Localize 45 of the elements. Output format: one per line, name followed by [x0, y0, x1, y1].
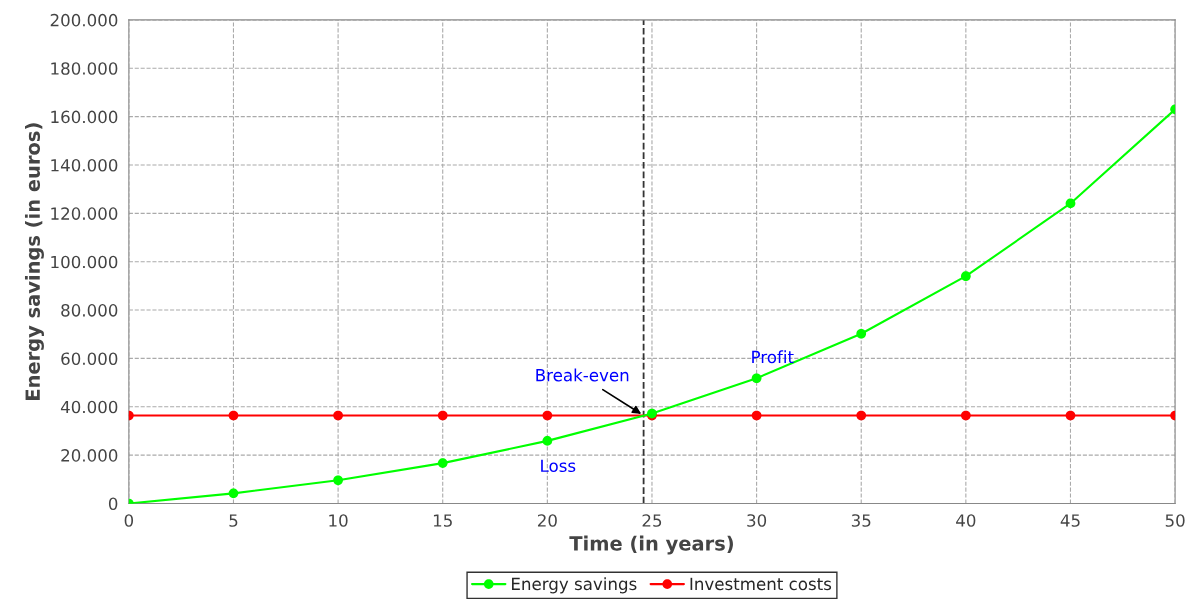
- y-tick-label: 80.000: [61, 304, 118, 317]
- annotation: Profit: [752, 350, 794, 364]
- y-tick-label: 200.000: [50, 13, 118, 27]
- y-axis-title: Energy savings (in euros): [24, 123, 44, 400]
- y-tick-label: 40.000: [60, 400, 118, 414]
- x-axis-title: Time (in years): [569, 535, 733, 555]
- point: [1065, 410, 1076, 421]
- x-tick-label: 40: [956, 514, 976, 527]
- point: [228, 410, 239, 421]
- point: [856, 328, 867, 339]
- x-tick-label: 0: [124, 514, 134, 527]
- point: [856, 410, 867, 421]
- x-tick-label: 20: [537, 514, 557, 527]
- x-tick-label: 25: [642, 514, 662, 527]
- y-tick-label: 120.000: [51, 207, 118, 220]
- point: [542, 436, 553, 446]
- point: [228, 488, 239, 499]
- annotation: Loss: [541, 459, 576, 473]
- y-tick-label: 100.000: [51, 255, 118, 269]
- x-tick-label: 30: [747, 514, 767, 527]
- annotation: Break-even: [536, 368, 629, 382]
- x-tick-label: 50: [1165, 514, 1185, 527]
- point: [960, 410, 971, 421]
- y-tick-label: 0: [108, 497, 118, 511]
- legend-label: Energy savings: [512, 577, 637, 594]
- x-tick-label: 35: [851, 514, 871, 527]
- point: [1065, 198, 1076, 209]
- point: [333, 410, 343, 421]
- point: [751, 373, 762, 384]
- point: [333, 475, 343, 486]
- point: [751, 410, 762, 421]
- y-tick-label: 140.000: [51, 158, 118, 172]
- point: [960, 271, 971, 282]
- x-tick-label: 45: [1060, 514, 1080, 527]
- point: [437, 458, 448, 468]
- legend-label: Investment costs: [690, 577, 832, 591]
- y-tick-label: 180.000: [51, 62, 118, 75]
- x-tick-label: 15: [433, 514, 452, 527]
- y-tick-label: 160.000: [51, 110, 118, 124]
- y-tick-label: 20.000: [61, 449, 118, 462]
- point: [437, 410, 448, 421]
- point: [542, 410, 553, 421]
- x-tick-label: 5: [229, 514, 238, 527]
- x-tick-label: 10: [329, 514, 348, 527]
- y-tick-label: 60.000: [61, 352, 118, 365]
